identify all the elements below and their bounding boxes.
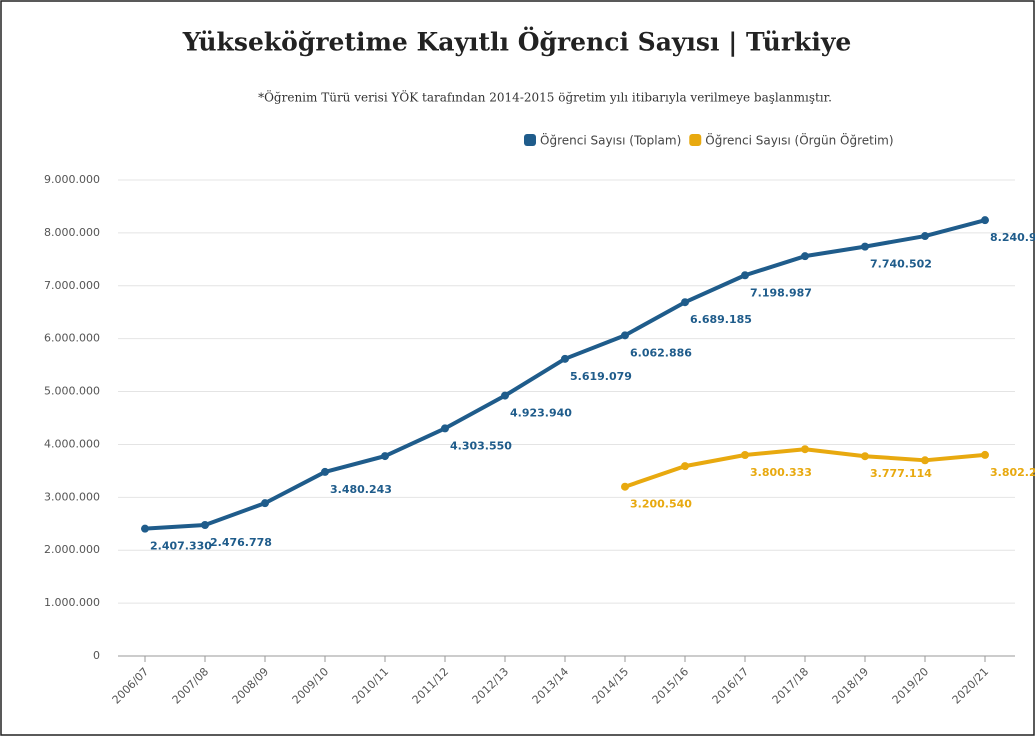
point (561, 354, 569, 363)
value-label: 5.619.079 (570, 370, 632, 383)
value-label: 7.740.502 (870, 258, 932, 271)
point (201, 521, 209, 530)
legend-swatch (524, 134, 536, 146)
y-tick-label: 3.000.000 (44, 490, 100, 503)
point (261, 499, 269, 508)
value-label: 6.689.185 (690, 313, 752, 326)
value-label: 2.407.330 (150, 540, 212, 553)
point (681, 462, 689, 471)
y-tick-label: 8.000.000 (44, 226, 100, 239)
value-label: 3.777.114 (870, 467, 932, 480)
chart-subtitle: *Öğrenim Türü verisi YÖK tarafından 2014… (258, 89, 832, 105)
point (741, 271, 749, 280)
point (861, 242, 869, 251)
point (921, 456, 929, 465)
value-label: 3.480.243 (330, 483, 392, 496)
point (981, 450, 989, 459)
y-tick-label: 7.000.000 (44, 279, 100, 292)
value-label: 7.198.987 (750, 286, 812, 299)
value-label: 4.923.940 (510, 407, 572, 420)
value-label: 3.200.540 (630, 498, 692, 511)
point (801, 252, 809, 261)
point (381, 452, 389, 461)
point (621, 482, 629, 491)
point (441, 424, 449, 433)
value-label: 3.800.333 (750, 466, 812, 479)
y-tick-label: 5.000.000 (44, 385, 100, 398)
value-label: 2.476.778 (210, 536, 272, 549)
legend-swatch (689, 134, 702, 146)
y-tick-label: 6.000.000 (44, 332, 100, 345)
point (681, 298, 689, 307)
y-tick-label: 9.000.000 (44, 173, 100, 186)
point (861, 452, 869, 461)
legend-label: Öğrenci Sayısı (Toplam) (540, 132, 681, 148)
value-label: 6.062.886 (630, 346, 692, 359)
legend-label: Öğrenci Sayısı (Örgün Öğretim) (705, 132, 893, 148)
y-tick-label: 1.000.000 (44, 596, 100, 609)
point (321, 467, 329, 476)
y-tick-label: 2.000.000 (44, 543, 100, 556)
value-label: 8.240.997 (990, 231, 1035, 244)
point (141, 524, 149, 533)
y-tick-label: 0 (93, 649, 100, 662)
point (501, 391, 509, 400)
point (801, 445, 809, 454)
point (741, 451, 749, 460)
y-tick-label: 4.000.000 (44, 437, 100, 450)
point (621, 331, 629, 340)
point (981, 216, 989, 225)
value-label: 4.303.550 (450, 439, 512, 452)
point (921, 232, 929, 241)
value-label: 3.802.234 (990, 466, 1035, 479)
chart-title: Yükseköğretime Kayıtlı Öğrenci Sayısı | … (182, 28, 852, 57)
